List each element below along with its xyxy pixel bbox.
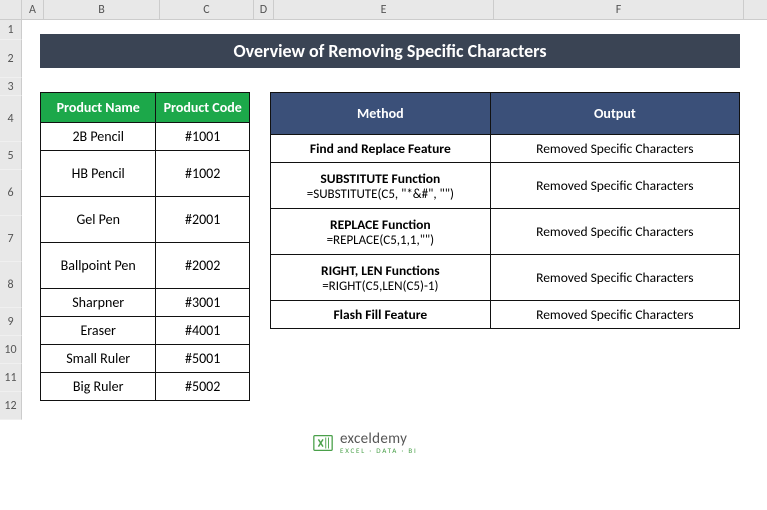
cell-method[interactable]: RIGHT, LEN Functions=RIGHT(C5,LEN(C5)-1) xyxy=(271,255,491,301)
cell-product-name[interactable]: Small Ruler xyxy=(41,345,156,373)
table-row[interactable]: Ballpoint Pen#2002 xyxy=(41,243,250,289)
cell-product-name[interactable]: Sharpner xyxy=(41,289,156,317)
table-row[interactable]: REPLACE Function=REPLACE(C5,1,1,"")Remov… xyxy=(271,209,740,255)
cell-product-code[interactable]: #1001 xyxy=(156,123,250,151)
cell-product-name[interactable]: HB Pencil xyxy=(41,151,156,197)
table-row[interactable]: Gel Pen#2001 xyxy=(41,197,250,243)
row-6[interactable]: 6 xyxy=(0,170,22,216)
col-B[interactable]: B xyxy=(44,0,160,19)
method-title: RIGHT, LEN Functions xyxy=(279,262,482,279)
method-table: Method Output Find and Replace Feature Re… xyxy=(270,92,740,329)
table-row[interactable]: RIGHT, LEN Functions=RIGHT(C5,LEN(C5)-1)… xyxy=(271,255,740,301)
cell-product-code[interactable]: #3001 xyxy=(156,289,250,317)
th-output: Output xyxy=(490,93,739,135)
sheet-area: Overview of Removing Specific Characters… xyxy=(22,20,767,510)
product-table: Product Name Product Code 2B Pencil#1001… xyxy=(40,92,250,401)
method-title: Flash Fill Feature xyxy=(279,306,482,323)
row-11[interactable]: 11 xyxy=(0,364,22,392)
cell-product-name[interactable]: Big Ruler xyxy=(41,373,156,401)
table-row[interactable]: Sharpner#3001 xyxy=(41,289,250,317)
table-row[interactable]: SUBSTITUTE Function=SUBSTITUTE(C5, "*&#"… xyxy=(271,163,740,209)
cell-output[interactable]: Removed Specific Characters xyxy=(490,255,739,301)
table-row[interactable]: 2B Pencil#1001 xyxy=(41,123,250,151)
cell-output[interactable]: Removed Specific Characters xyxy=(490,135,739,163)
cell-product-name[interactable]: Ballpoint Pen xyxy=(41,243,156,289)
th-product-code: Product Code xyxy=(156,93,250,123)
logo-text: exceldemy EXCEL · DATA · BI xyxy=(340,432,418,454)
table-row[interactable]: Small Ruler#5001 xyxy=(41,345,250,373)
table-row[interactable]: HB Pencil#1002 xyxy=(41,151,250,197)
row-5[interactable]: 5 xyxy=(0,142,22,170)
cell-output[interactable]: Removed Specific Characters xyxy=(490,163,739,209)
brand-logo: exceldemy EXCEL · DATA · BI xyxy=(312,432,418,454)
cell-product-name[interactable]: 2B Pencil xyxy=(41,123,156,151)
th-method: Method xyxy=(271,93,491,135)
cell-product-code[interactable]: #5001 xyxy=(156,345,250,373)
row-2[interactable]: 2 xyxy=(0,40,22,78)
cell-product-name[interactable]: Gel Pen xyxy=(41,197,156,243)
th-product-name: Product Name xyxy=(41,93,156,123)
cell-product-name[interactable]: Eraser xyxy=(41,317,156,345)
cell-method[interactable]: Find and Replace Feature xyxy=(271,135,491,163)
col-A[interactable]: A xyxy=(22,0,44,19)
cell-method[interactable]: SUBSTITUTE Function=SUBSTITUTE(C5, "*&#"… xyxy=(271,163,491,209)
col-F[interactable]: F xyxy=(494,0,744,19)
page-title: Overview of Removing Specific Characters xyxy=(40,34,740,68)
column-headers: A B C D E F xyxy=(0,0,767,20)
row-9[interactable]: 9 xyxy=(0,308,22,336)
cell-output[interactable]: Removed Specific Characters xyxy=(490,209,739,255)
method-tbody: Find and Replace Feature Removed Specific… xyxy=(271,135,740,329)
col-E[interactable]: E xyxy=(274,0,494,19)
method-formula: =REPLACE(C5,1,1,"") xyxy=(279,233,482,248)
method-title: REPLACE Function xyxy=(279,216,482,233)
corner-cell xyxy=(0,0,22,19)
table-row[interactable]: Flash Fill Feature Removed Specific Chara… xyxy=(271,301,740,329)
row-3[interactable]: 3 xyxy=(0,78,22,96)
cell-product-code[interactable]: #2001 xyxy=(156,197,250,243)
method-formula: =RIGHT(C5,LEN(C5)-1) xyxy=(279,279,482,294)
row-headers: 123456789101112 xyxy=(0,20,22,420)
row-12[interactable]: 12 xyxy=(0,392,22,420)
col-D[interactable]: D xyxy=(254,0,274,19)
cell-product-code[interactable]: #2002 xyxy=(156,243,250,289)
table-row[interactable]: Find and Replace Feature Removed Specific… xyxy=(271,135,740,163)
cell-method[interactable]: Flash Fill Feature xyxy=(271,301,491,329)
cell-product-code[interactable]: #4001 xyxy=(156,317,250,345)
col-C[interactable]: C xyxy=(160,0,254,19)
cell-output[interactable]: Removed Specific Characters xyxy=(490,301,739,329)
row-10[interactable]: 10 xyxy=(0,336,22,364)
row-1[interactable]: 1 xyxy=(0,20,22,40)
row-7[interactable]: 7 xyxy=(0,216,22,262)
excel-icon xyxy=(312,432,334,454)
method-title: Find and Replace Feature xyxy=(279,140,482,157)
method-formula: =SUBSTITUTE(C5, "*&#", "") xyxy=(279,187,482,202)
row-4[interactable]: 4 xyxy=(0,96,22,142)
product-tbody: 2B Pencil#1001HB Pencil#1002Gel Pen#2001… xyxy=(41,123,250,401)
row-8[interactable]: 8 xyxy=(0,262,22,308)
method-title: SUBSTITUTE Function xyxy=(279,170,482,187)
logo-brand: exceldemy xyxy=(340,432,418,447)
cell-product-code[interactable]: #5002 xyxy=(156,373,250,401)
cell-product-code[interactable]: #1002 xyxy=(156,151,250,197)
logo-sub: EXCEL · DATA · BI xyxy=(340,447,418,454)
cell-method[interactable]: REPLACE Function=REPLACE(C5,1,1,"") xyxy=(271,209,491,255)
table-row[interactable]: Eraser#4001 xyxy=(41,317,250,345)
table-row[interactable]: Big Ruler#5002 xyxy=(41,373,250,401)
